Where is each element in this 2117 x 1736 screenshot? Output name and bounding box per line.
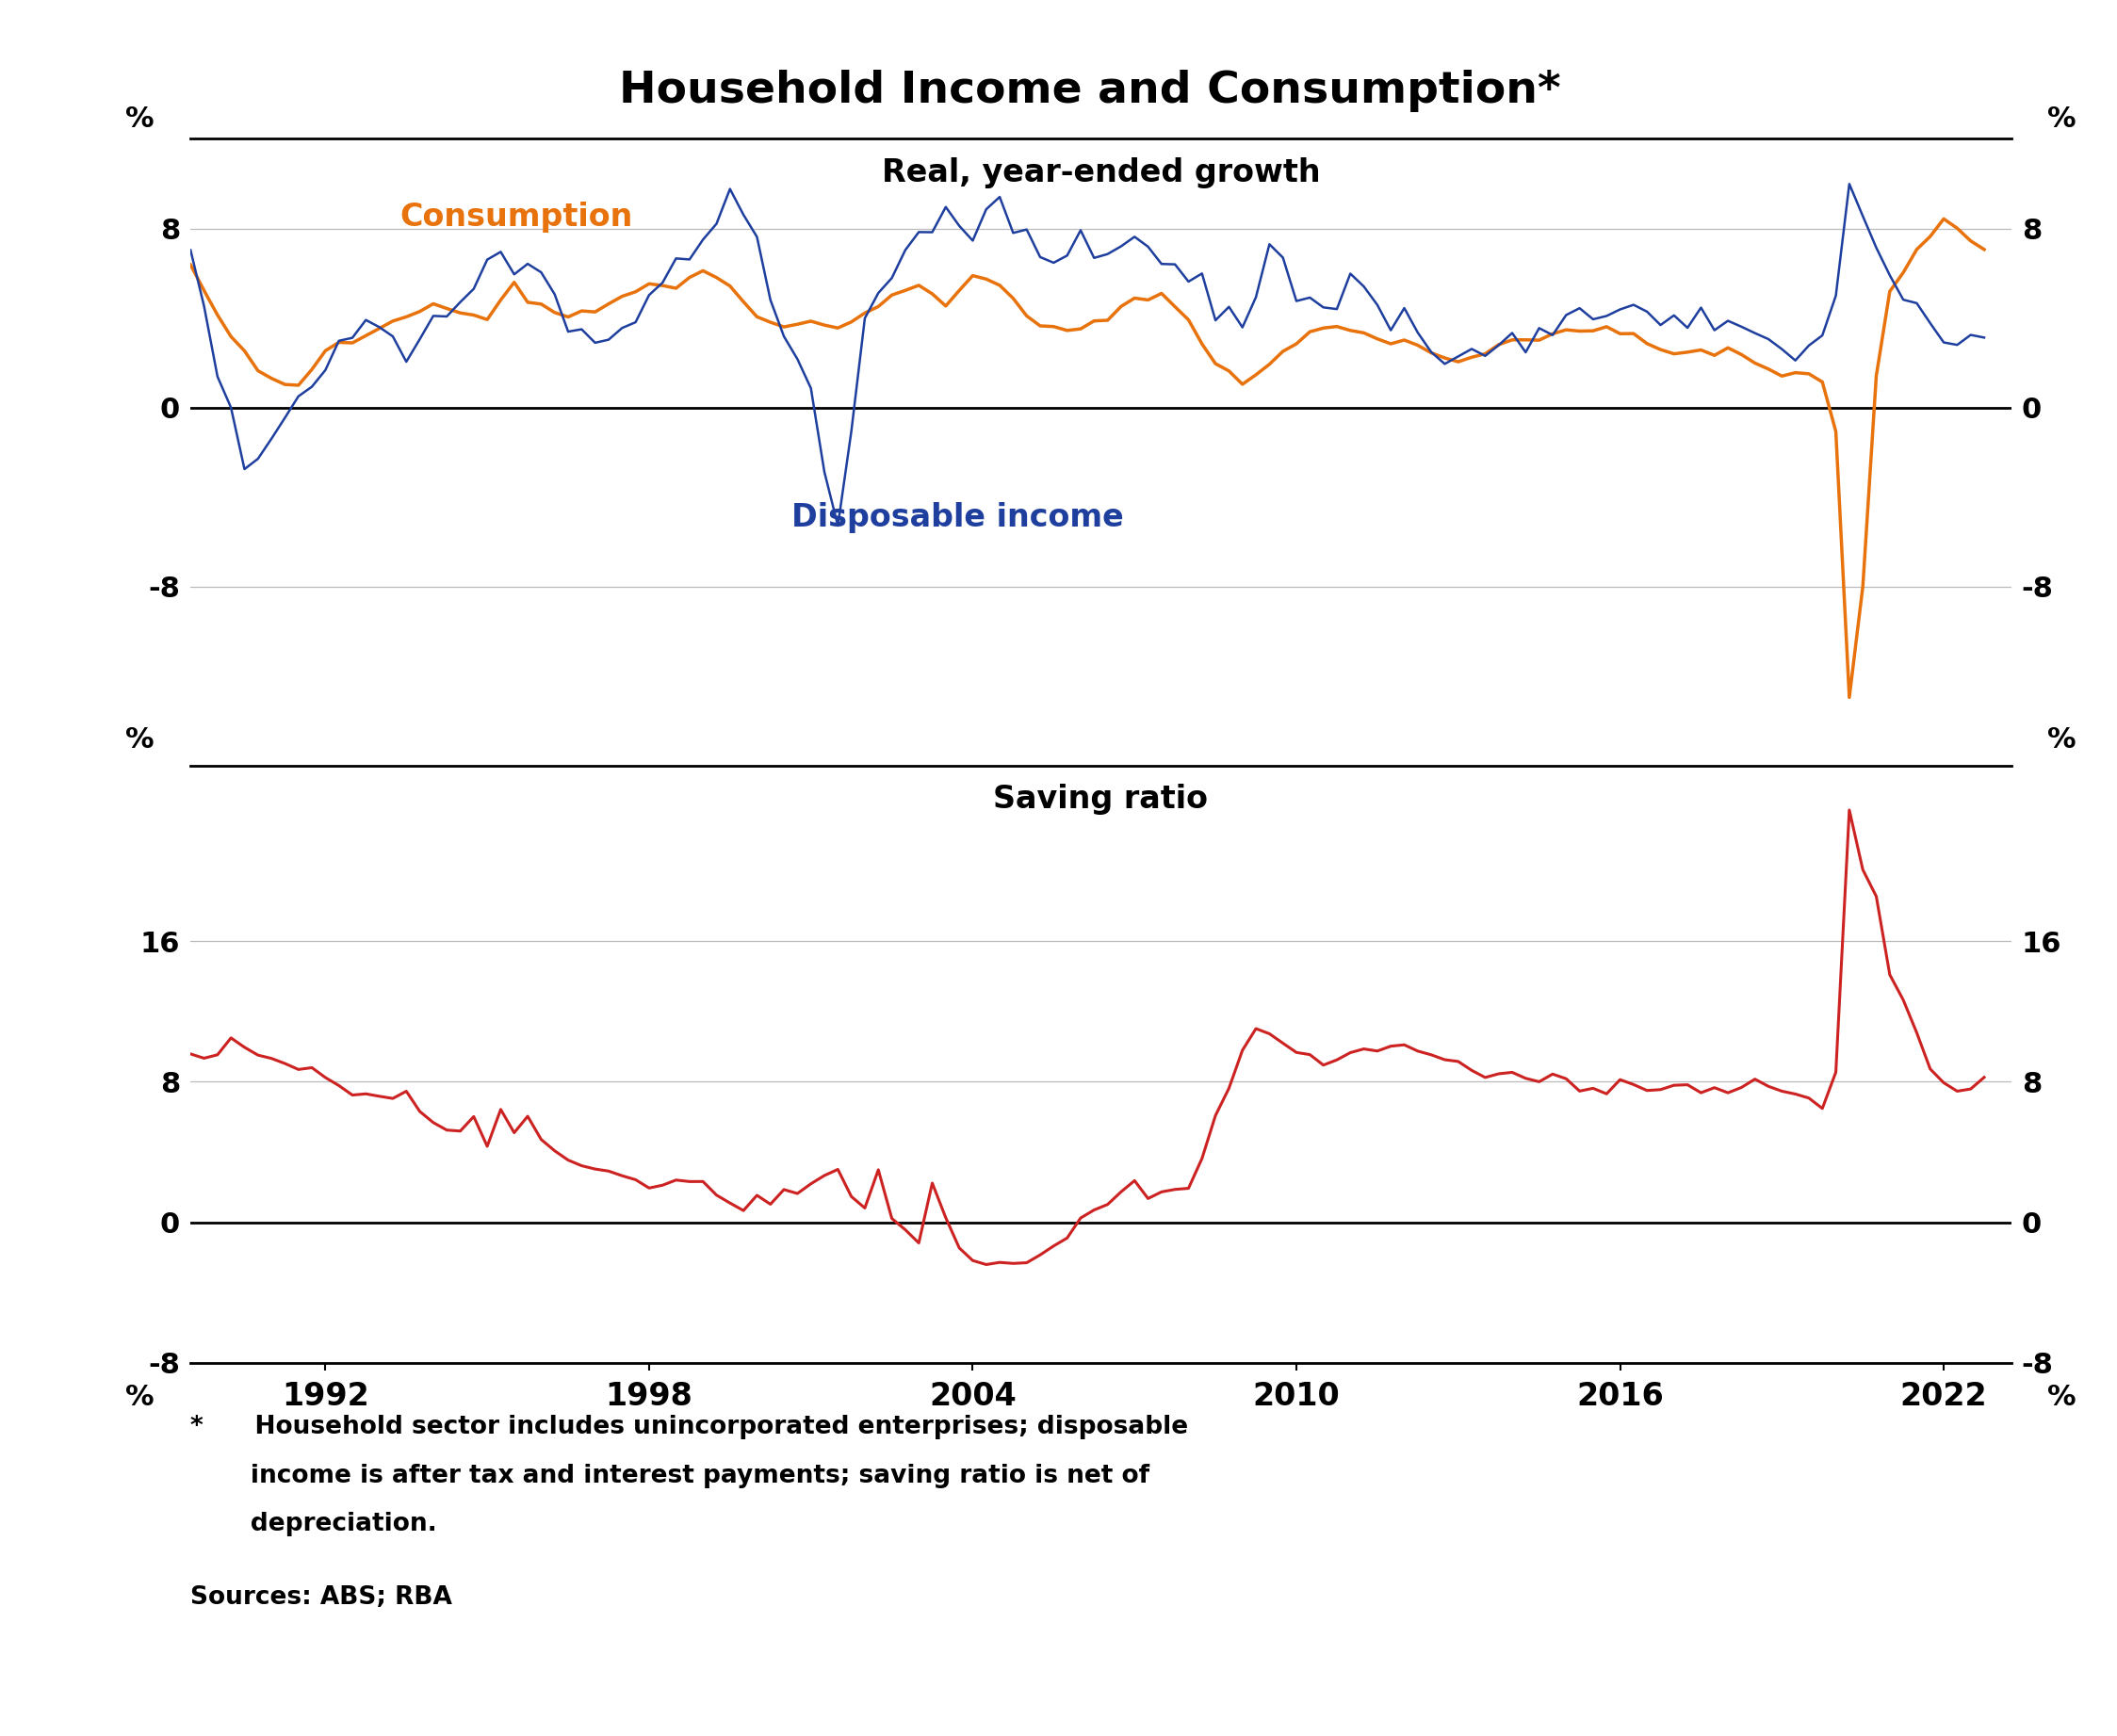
Text: depreciation.: depreciation.	[191, 1512, 436, 1536]
Text: Consumption: Consumption	[400, 201, 633, 233]
Text: %: %	[2047, 106, 2077, 132]
Text: %: %	[2047, 1384, 2077, 1411]
Text: %: %	[2047, 726, 2077, 753]
Text: %: %	[125, 726, 155, 753]
Text: *      Household sector includes unincorporated enterprises; disposable: * Household sector includes unincorporat…	[191, 1415, 1188, 1439]
Text: Disposable income: Disposable income	[792, 502, 1124, 533]
Text: Saving ratio: Saving ratio	[993, 783, 1209, 814]
Text: %: %	[125, 106, 155, 132]
Text: Real, year-ended growth: Real, year-ended growth	[881, 158, 1321, 189]
Text: income is after tax and interest payments; saving ratio is net of: income is after tax and interest payment…	[191, 1463, 1150, 1488]
Text: Sources: ABS; RBA: Sources: ABS; RBA	[191, 1585, 453, 1609]
Text: Household Income and Consumption*: Household Income and Consumption*	[620, 69, 1560, 111]
Text: %: %	[125, 1384, 155, 1411]
